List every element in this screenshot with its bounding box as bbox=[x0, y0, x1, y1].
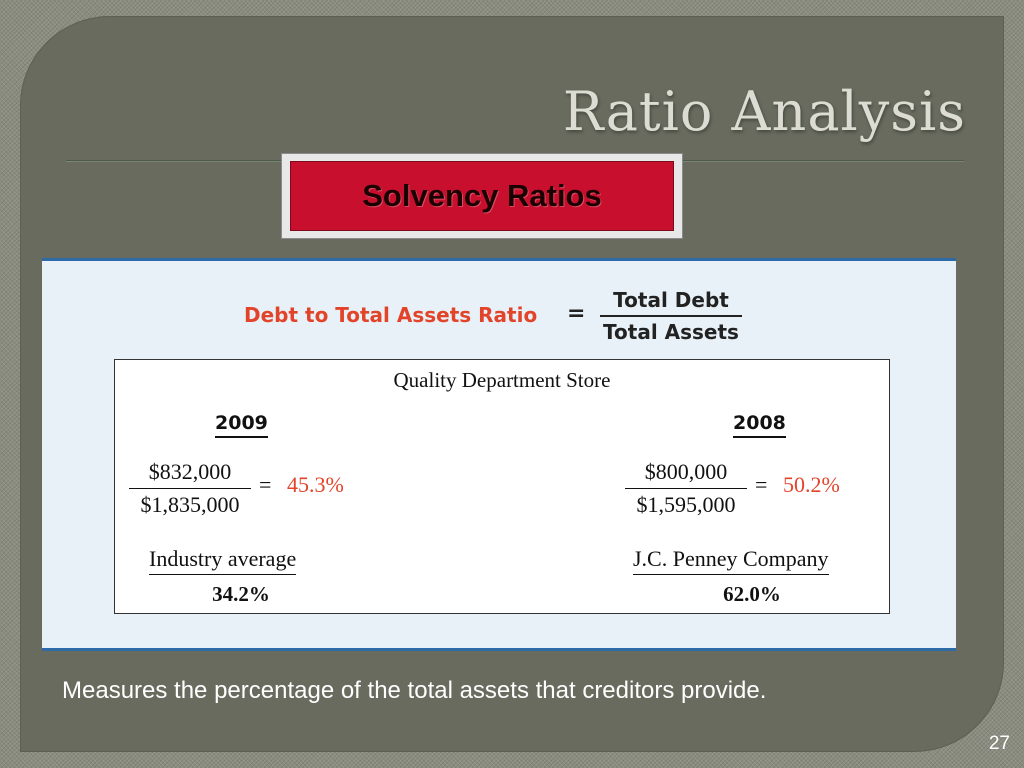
example-fraction: $832,000 $1,835,000 bbox=[129, 456, 251, 521]
comparison-value: 34.2% bbox=[212, 582, 270, 606]
comparison-value: 62.0% bbox=[723, 582, 781, 606]
ratio-result: 50.2% bbox=[783, 472, 840, 497]
fraction-bar bbox=[129, 488, 251, 489]
formula-fraction-bar bbox=[600, 315, 742, 317]
company-name: Quality Department Store bbox=[393, 368, 611, 392]
formula-fraction: Total Debt Total Assets bbox=[600, 287, 742, 345]
formula-denominator: Total Assets bbox=[603, 320, 739, 344]
ratio-result: 45.3% bbox=[287, 472, 344, 497]
equals-sign: = bbox=[259, 472, 272, 497]
page-number: 27 bbox=[988, 733, 1010, 754]
formula-name: Debt to Total Assets Ratio bbox=[244, 303, 538, 327]
fraction-bar bbox=[625, 488, 747, 489]
year-heading: 2008 bbox=[733, 412, 786, 438]
example-box: Quality Department Store 2009 $832,000 $… bbox=[114, 359, 890, 614]
formula-numerator: Total Debt bbox=[613, 288, 729, 312]
fraction-numerator: $832,000 bbox=[148, 459, 232, 484]
comparison-label: Industry average bbox=[149, 546, 297, 575]
section-banner-face: Solvency Ratios bbox=[290, 161, 674, 231]
fraction-denominator: $1,595,000 bbox=[636, 492, 736, 517]
comparison-label: J.C. Penney Company bbox=[633, 546, 829, 575]
year-heading: 2009 bbox=[215, 412, 268, 438]
equals-sign: = bbox=[755, 472, 768, 497]
formula-equals-sign: = bbox=[567, 301, 586, 326]
example-fraction: $800,000 $1,595,000 bbox=[625, 456, 747, 521]
section-banner-label: Solvency Ratios bbox=[362, 178, 602, 213]
ratio-panel: Debt to Total Assets Ratio = Total Debt … bbox=[42, 258, 956, 651]
fraction-numerator: $800,000 bbox=[644, 459, 728, 484]
section-banner: Solvency Ratios bbox=[281, 153, 683, 239]
fraction-denominator: $1,835,000 bbox=[140, 492, 240, 517]
slide-title: Ratio Analysis bbox=[562, 80, 966, 143]
slide-caption: Measures the percentage of the total ass… bbox=[62, 677, 767, 704]
